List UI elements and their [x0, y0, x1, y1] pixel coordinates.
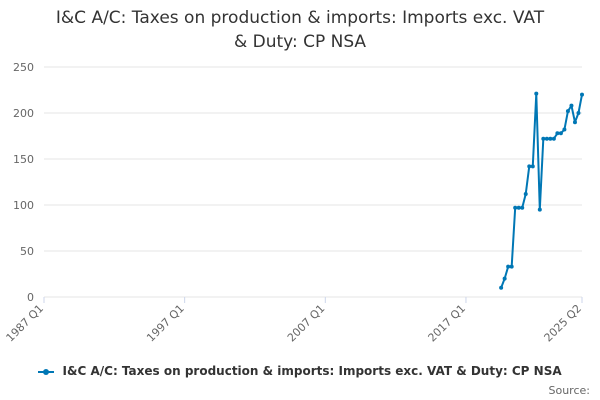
data-point	[572, 120, 577, 125]
data-point	[544, 136, 549, 141]
y-tick-label: 150	[13, 153, 34, 166]
y-tick-label: 200	[13, 107, 34, 120]
series-group	[499, 91, 584, 290]
data-point	[530, 164, 535, 169]
y-tick-label: 250	[13, 61, 34, 74]
legend-marker-icon	[43, 368, 50, 375]
data-point	[558, 131, 563, 136]
x-tick-label: 1997 Q1	[144, 302, 187, 345]
data-point	[516, 205, 521, 210]
data-point	[499, 285, 504, 290]
data-point	[562, 127, 567, 132]
series-line	[500, 92, 583, 289]
data-point	[580, 92, 584, 97]
x-tick-label: 2007 Q1	[285, 302, 328, 345]
y-tick-label: 50	[20, 245, 34, 258]
legend[interactable]: I&C A/C: Taxes on production & imports: …	[0, 364, 600, 378]
data-point	[541, 136, 546, 141]
data-point	[509, 264, 514, 269]
y-tick-label: 100	[13, 199, 34, 212]
data-point	[502, 276, 507, 281]
gridlines	[44, 66, 582, 298]
x-tick-label: 2025 Q2	[542, 302, 585, 345]
x-axis: 1987 Q1 1997 Q1 2007 Q1 2017 Q1 2025 Q2	[4, 297, 585, 345]
data-point	[565, 109, 570, 114]
source-credit: Source:	[548, 384, 591, 397]
data-point	[513, 205, 518, 210]
data-point	[520, 205, 525, 210]
data-point	[523, 191, 528, 196]
y-tick-label: 0	[27, 291, 34, 304]
data-point	[548, 136, 553, 141]
data-point	[527, 164, 532, 169]
data-point	[537, 207, 542, 212]
chart-title-line-1: I&C A/C: Taxes on production & imports: …	[55, 8, 545, 28]
data-point	[555, 131, 560, 136]
data-point	[551, 136, 556, 141]
chart-title-line-2: & Duty: CP NSA	[233, 32, 367, 52]
y-axis: 0 50 100 150 200 250	[13, 61, 34, 304]
legend-symbol	[38, 367, 55, 377]
chart-title: I&C A/C: Taxes on production & imports: …	[0, 6, 600, 54]
legend-label: I&C A/C: Taxes on production & imports: …	[62, 364, 562, 378]
x-tick-label: 1987 Q1	[4, 302, 47, 345]
x-tick-label: 2017 Q1	[426, 302, 469, 345]
data-point	[506, 264, 511, 269]
data-point	[534, 91, 539, 96]
data-point	[576, 111, 581, 115]
data-point	[569, 103, 574, 108]
